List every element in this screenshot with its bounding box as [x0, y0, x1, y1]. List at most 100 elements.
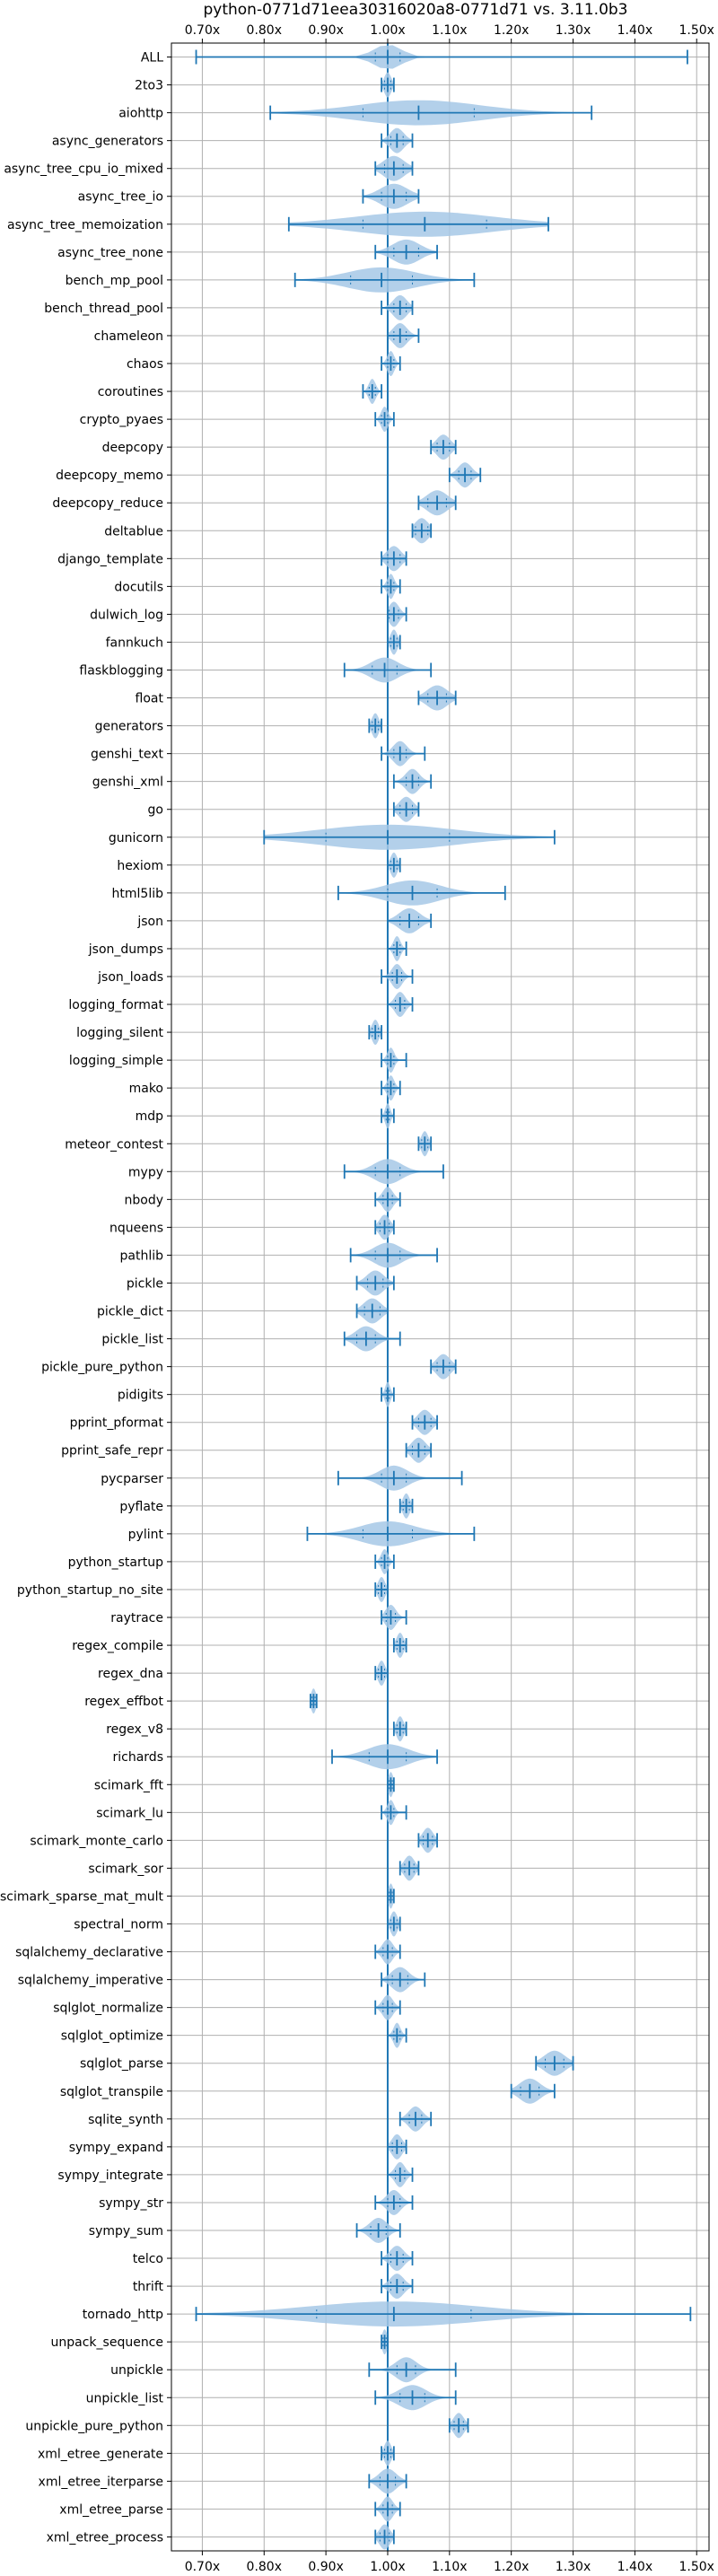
violin-go — [392, 796, 420, 822]
violin-scimark_fft — [387, 1772, 395, 1798]
violin-pickle_list — [343, 1326, 401, 1352]
benchmark-label: meteor_contest — [65, 1137, 163, 1152]
violin-mypy — [343, 1159, 444, 1185]
violin-regex_compile — [392, 1633, 407, 1658]
violin-regex_effbot — [310, 1688, 318, 1714]
violin-sympy_sum — [355, 2218, 401, 2243]
violin-async_tree_memoization — [287, 211, 549, 237]
benchmark-label: scimark_fft — [94, 1778, 164, 1792]
violin-bench_thread_pool — [381, 295, 414, 320]
benchmark-label: gunicorn — [109, 831, 163, 846]
violin-pycparser — [337, 1465, 463, 1491]
benchmark-label: json_loads — [97, 970, 163, 985]
violin-async_tree_io — [362, 183, 420, 209]
benchmark-label: sympy_str — [99, 2196, 163, 2211]
violin-sympy_str — [374, 2190, 414, 2215]
violin-sympy_integrate — [387, 2161, 414, 2187]
violin-pidigits — [381, 1381, 395, 1407]
violin-xml_etree_iterparse — [368, 2468, 407, 2494]
benchmark-label: aiohttp — [118, 107, 163, 121]
benchmark-label: unpickle_list — [86, 2391, 164, 2405]
benchmark-label: genshi_text — [91, 748, 164, 762]
benchmark-label: unpickle — [110, 2363, 163, 2378]
benchmark-label: float — [136, 692, 164, 706]
benchmark-label: async_tree_none — [57, 246, 163, 260]
benchmark-label: sqlalchemy_imperative — [18, 1974, 163, 1988]
violin-crypto_pyaes — [374, 407, 395, 433]
violin-pprint_pformat — [411, 1409, 438, 1435]
benchmark-label: logging_simple — [69, 1054, 163, 1068]
violin-xml_etree_process — [374, 2524, 395, 2550]
benchmark-label: deepcopy_reduce — [52, 496, 163, 511]
violin-dulwich_log — [387, 601, 407, 627]
benchmark-label: python_startup_no_site — [17, 1583, 163, 1598]
benchmark-label: pickle — [127, 1276, 163, 1291]
violin-xml_etree_parse — [374, 2496, 401, 2522]
x-tick-label-top: 1.10x — [432, 23, 467, 38]
violin-scimark_sparse_mat_mult — [387, 1883, 395, 1909]
violin-sqlglot_transpile — [510, 2078, 556, 2104]
benchmark-label: mdp — [136, 1109, 164, 1124]
benchmark-label: async_tree_io — [78, 190, 163, 205]
violin-sqlglot_parse — [535, 2050, 574, 2076]
violin-genshi_text — [381, 740, 426, 767]
benchmark-label: sympy_expand — [69, 2141, 163, 2155]
violin-float — [417, 685, 457, 711]
violin-chameleon — [387, 323, 420, 348]
violin-sqlglot_optimize — [387, 2022, 407, 2048]
violin-sqlglot_normalize — [374, 1994, 401, 2020]
benchmark-label: async_tree_memoization — [7, 218, 163, 232]
violin-genshi_xml — [392, 768, 433, 794]
violin-pyflate — [398, 1493, 414, 1519]
benchmark-label: hexiom — [117, 859, 163, 873]
violin-pprint_safe_repr — [405, 1437, 433, 1463]
violin-deepcopy_reduce — [417, 490, 457, 516]
benchmark-label: sqlglot_normalize — [53, 2002, 163, 2016]
benchmark-label: xml_etree_iterparse — [39, 2475, 163, 2489]
violin-gunicorn — [263, 824, 556, 850]
benchmark-label: html5lib — [112, 887, 164, 901]
violin-unpickle_list — [374, 2385, 457, 2411]
violin-json_dumps — [387, 936, 407, 961]
violin-python_startup_no_site — [374, 1577, 389, 1602]
violin-unpickle_pure_python — [448, 2413, 469, 2439]
violin-unpack_sequence — [381, 2329, 389, 2355]
benchmark-label: pathlib — [120, 1249, 164, 1263]
violin-deepcopy_memo — [448, 462, 482, 488]
benchmark-label: bench_mp_pool — [66, 274, 163, 288]
benchmark-label: scimark_sparse_mat_mult — [0, 1889, 163, 1904]
benchmark-label: go — [148, 803, 163, 818]
x-tick-label-bottom: 1.30x — [556, 2560, 591, 2574]
violin-2to3 — [381, 72, 395, 98]
benchmark-label: pycparser — [101, 1472, 163, 1486]
violin-layer — [195, 43, 692, 2551]
benchmark-label: pylint — [128, 1528, 164, 1542]
benchmark-label: unpack_sequence — [51, 2335, 163, 2350]
benchmark-label: tornado_http — [83, 2308, 163, 2322]
violin-regex_v8 — [392, 1716, 407, 1742]
x-tick-label-bottom: 1.20x — [494, 2560, 529, 2574]
x-tick-label-bottom: 0.90x — [308, 2560, 343, 2574]
plot-frame — [171, 42, 710, 2552]
violin-docutils — [381, 574, 401, 600]
violin-thrift — [381, 2274, 414, 2299]
benchmark-label: 2to3 — [135, 79, 163, 93]
benchmark-label: django_template — [57, 552, 163, 566]
violin-python_startup — [374, 1549, 395, 1574]
violin-nqueens — [374, 1214, 395, 1240]
benchmark-label: sqlglot_transpile — [60, 2085, 163, 2099]
benchmark-label: richards — [113, 1750, 164, 1765]
violin-flaskblogging — [343, 657, 433, 683]
violin-logging_simple — [381, 1047, 407, 1073]
violin-async_generators — [381, 127, 414, 153]
x-tick-label-bottom: 0.80x — [247, 2560, 282, 2574]
benchmark-label: nbody — [125, 1193, 164, 1207]
violin-aiohttp — [269, 100, 593, 126]
violin-mako — [381, 1075, 401, 1101]
benchmark-label: unpickle_pure_python — [25, 2419, 163, 2433]
violin-scimark_monte_carlo — [417, 1827, 438, 1853]
x-tick-label-top: 0.80x — [247, 23, 282, 38]
x-tick-label-top: 0.70x — [185, 23, 220, 38]
